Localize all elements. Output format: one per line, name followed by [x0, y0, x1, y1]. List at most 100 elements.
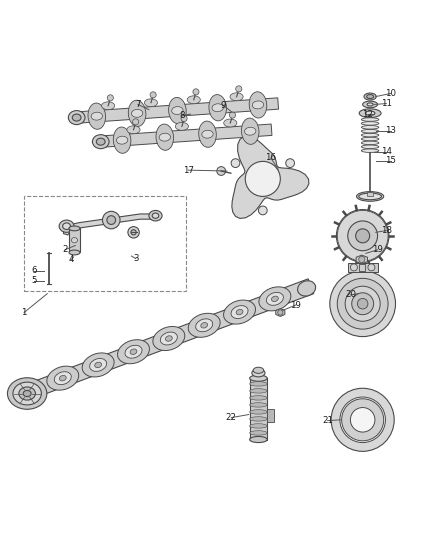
- Ellipse shape: [117, 340, 149, 364]
- Ellipse shape: [223, 300, 255, 324]
- Circle shape: [150, 92, 156, 98]
- Ellipse shape: [250, 424, 267, 428]
- Text: 5: 5: [32, 276, 37, 285]
- Ellipse shape: [131, 109, 143, 117]
- Circle shape: [342, 399, 384, 441]
- Ellipse shape: [196, 319, 213, 332]
- Circle shape: [357, 298, 368, 309]
- Ellipse shape: [47, 366, 79, 390]
- Circle shape: [181, 116, 187, 122]
- Bar: [267, 409, 274, 422]
- Polygon shape: [100, 124, 272, 147]
- Ellipse shape: [241, 118, 259, 144]
- Ellipse shape: [152, 213, 159, 219]
- Circle shape: [352, 293, 374, 314]
- Circle shape: [193, 89, 199, 95]
- Polygon shape: [27, 279, 314, 399]
- Text: 15: 15: [385, 156, 396, 165]
- Text: 11: 11: [381, 99, 392, 108]
- Polygon shape: [232, 136, 309, 219]
- Ellipse shape: [361, 126, 379, 129]
- Ellipse shape: [231, 305, 248, 319]
- Ellipse shape: [365, 111, 375, 115]
- Circle shape: [340, 397, 385, 442]
- Text: 18: 18: [381, 226, 392, 235]
- Ellipse shape: [361, 145, 379, 149]
- Ellipse shape: [95, 362, 102, 368]
- Ellipse shape: [145, 99, 158, 107]
- Ellipse shape: [250, 417, 267, 421]
- Text: 22: 22: [226, 413, 237, 422]
- Ellipse shape: [202, 130, 213, 138]
- Circle shape: [356, 229, 370, 243]
- Ellipse shape: [172, 107, 183, 115]
- Circle shape: [107, 95, 113, 101]
- Bar: [367, 192, 373, 197]
- Ellipse shape: [63, 223, 71, 230]
- Circle shape: [331, 388, 394, 451]
- Ellipse shape: [259, 287, 291, 311]
- Ellipse shape: [250, 437, 267, 442]
- Circle shape: [330, 271, 396, 336]
- Text: 8: 8: [179, 111, 184, 120]
- Circle shape: [348, 221, 378, 251]
- Text: 17: 17: [183, 166, 194, 175]
- Ellipse shape: [54, 372, 71, 385]
- Ellipse shape: [359, 193, 381, 200]
- Ellipse shape: [72, 114, 81, 121]
- Text: 12: 12: [362, 110, 374, 118]
- Circle shape: [337, 211, 388, 261]
- Ellipse shape: [250, 389, 267, 393]
- Polygon shape: [64, 214, 159, 235]
- Ellipse shape: [69, 226, 80, 231]
- Ellipse shape: [361, 137, 379, 141]
- Circle shape: [131, 230, 136, 235]
- Circle shape: [368, 264, 375, 271]
- Ellipse shape: [361, 141, 379, 144]
- Circle shape: [230, 112, 236, 118]
- Text: 3: 3: [133, 254, 138, 263]
- Ellipse shape: [361, 149, 379, 152]
- Ellipse shape: [117, 136, 128, 144]
- Circle shape: [336, 209, 389, 262]
- Ellipse shape: [187, 96, 200, 104]
- Ellipse shape: [13, 382, 41, 405]
- Ellipse shape: [359, 109, 381, 118]
- Circle shape: [286, 159, 294, 167]
- Ellipse shape: [363, 101, 378, 108]
- Ellipse shape: [209, 94, 226, 121]
- Ellipse shape: [127, 126, 140, 134]
- Ellipse shape: [250, 431, 267, 435]
- Circle shape: [217, 167, 226, 175]
- Ellipse shape: [297, 281, 316, 296]
- Ellipse shape: [367, 103, 373, 106]
- Bar: [69, 229, 80, 253]
- Ellipse shape: [90, 359, 107, 372]
- Text: 13: 13: [385, 126, 396, 135]
- Ellipse shape: [59, 220, 74, 232]
- Ellipse shape: [364, 93, 376, 100]
- Ellipse shape: [88, 103, 106, 130]
- Circle shape: [231, 159, 240, 167]
- Ellipse shape: [166, 336, 172, 341]
- Polygon shape: [356, 255, 367, 264]
- Circle shape: [278, 310, 283, 315]
- Ellipse shape: [201, 322, 208, 328]
- Ellipse shape: [361, 133, 379, 137]
- Ellipse shape: [250, 382, 267, 386]
- Ellipse shape: [244, 127, 256, 135]
- Text: 20: 20: [345, 290, 356, 300]
- Ellipse shape: [266, 293, 283, 305]
- Ellipse shape: [188, 313, 220, 337]
- Text: 21: 21: [322, 416, 333, 425]
- Text: 19: 19: [290, 301, 301, 310]
- Circle shape: [258, 206, 267, 215]
- Ellipse shape: [156, 124, 173, 150]
- Bar: [24, 197, 186, 290]
- Ellipse shape: [361, 122, 379, 125]
- Circle shape: [236, 86, 242, 92]
- Ellipse shape: [253, 367, 264, 374]
- Polygon shape: [76, 98, 279, 123]
- Ellipse shape: [252, 369, 265, 377]
- Circle shape: [128, 227, 139, 238]
